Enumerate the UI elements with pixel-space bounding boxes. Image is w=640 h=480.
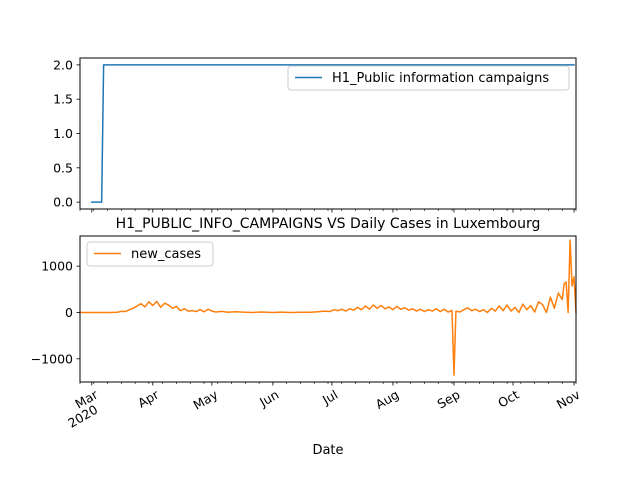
cases-legend-box xyxy=(86,241,214,267)
cases-legend-label: new_cases xyxy=(131,247,201,262)
policy-y-ticks: 0.0 0.5 1.0 1.5 2.0 xyxy=(53,57,80,210)
policy-series-layer xyxy=(91,64,575,203)
x-axis-label: Date xyxy=(312,443,343,458)
policy-legend: H1_Public information campaigns xyxy=(287,65,570,91)
policy-series-h1-public-information-campaigns xyxy=(91,64,575,203)
cases-y-tick-label: −1000 xyxy=(31,351,73,366)
cases-y-ticks: −1000 0 1000 xyxy=(31,259,80,366)
policy-y-tick-label: 1.0 xyxy=(53,126,73,141)
cases-legend: new_cases xyxy=(86,241,214,267)
policy-y-tick-label: 1.5 xyxy=(53,92,73,107)
cases-series-layer xyxy=(79,239,577,376)
policy-axes: 0.0 0.5 1.0 1.5 2.0 H1_Public information ca… xyxy=(53,57,577,213)
policy-y-tick-label: 2.0 xyxy=(53,57,73,72)
cases-chart-title: H1_PUBLIC_INFO_CAMPAIGNS VS Daily Cases … xyxy=(116,216,541,232)
policy-legend-box xyxy=(287,65,570,91)
cases-y-tick-label: 1000 xyxy=(41,259,73,274)
cases-series-new-cases xyxy=(79,239,577,376)
policy-legend-label: H1_Public information campaigns xyxy=(332,71,549,86)
cases-y-tick-label: 0 xyxy=(65,305,73,320)
policy-y-tick-label: 0.0 xyxy=(53,195,73,210)
policy-x-ticks xyxy=(79,209,577,213)
cases-x-tick-label: Jul xyxy=(319,387,340,408)
policy-y-tick-label: 0.5 xyxy=(53,160,73,175)
